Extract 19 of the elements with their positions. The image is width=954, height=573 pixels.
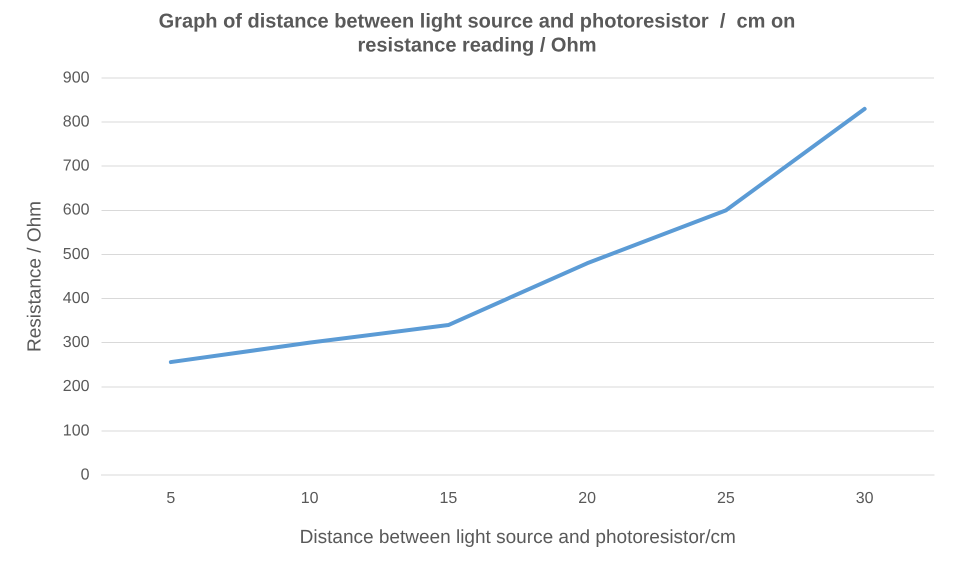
y-tick-label: 100 [62, 422, 90, 440]
x-tick-label: 20 [578, 490, 596, 508]
y-axis-title: Resistance / Ohm [24, 201, 46, 352]
chart-title: Graph of distance between light source and photoresistor / cm on resistance reading / Ohm [158, 10, 796, 57]
x-tick-label: 10 [300, 490, 319, 508]
y-tick-label: 900 [62, 69, 90, 86]
y-tick-label: 400 [62, 290, 90, 307]
y-tick-label: 500 [62, 246, 90, 263]
x-axis-title: Distance between light source and photoresistor/cm [300, 526, 736, 548]
y-tick-label: 300 [62, 334, 90, 352]
y-tick-label: 0 [80, 466, 90, 484]
y-tick-label: 600 [62, 202, 90, 219]
y-tick-label: 200 [62, 378, 90, 396]
y-tick-label: 700 [62, 158, 90, 175]
x-tick-label: 30 [856, 490, 874, 508]
y-tick-label: 800 [62, 114, 90, 131]
x-tick-label: 5 [166, 490, 176, 508]
x-tick-label: 25 [716, 490, 735, 508]
x-tick-label: 15 [439, 490, 458, 508]
